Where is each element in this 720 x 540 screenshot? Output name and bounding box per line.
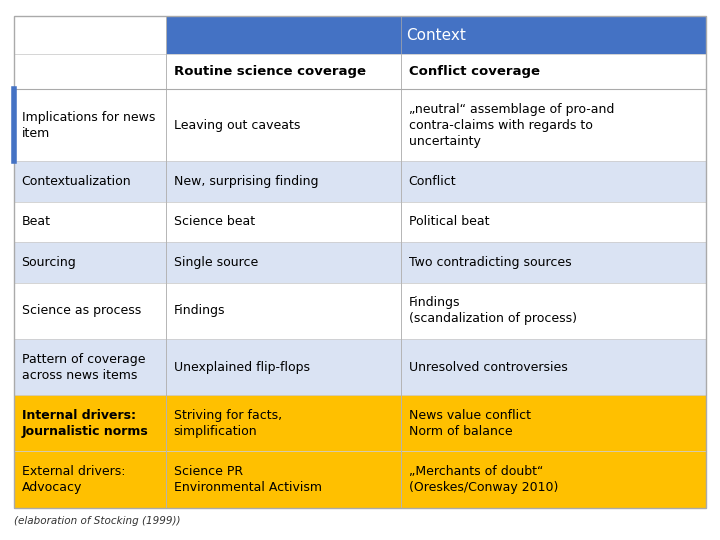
FancyBboxPatch shape	[166, 451, 402, 508]
Text: Context: Context	[406, 28, 466, 43]
Text: Two contradicting sources: Two contradicting sources	[409, 256, 571, 269]
FancyBboxPatch shape	[14, 16, 166, 54]
Text: Findings: Findings	[174, 305, 225, 318]
Text: Findings
(scandalization of process): Findings (scandalization of process)	[409, 296, 577, 325]
FancyBboxPatch shape	[166, 395, 402, 451]
Text: Leaving out caveats: Leaving out caveats	[174, 118, 300, 132]
FancyBboxPatch shape	[14, 201, 166, 242]
FancyBboxPatch shape	[402, 89, 706, 161]
FancyBboxPatch shape	[402, 339, 706, 395]
FancyBboxPatch shape	[14, 242, 166, 283]
FancyBboxPatch shape	[166, 242, 402, 283]
Text: Striving for facts,
simplification: Striving for facts, simplification	[174, 409, 282, 438]
FancyBboxPatch shape	[14, 89, 166, 161]
Text: News value conflict
Norm of balance: News value conflict Norm of balance	[409, 409, 531, 438]
Text: „neutral“ assemblage of pro-and
contra-claims with regards to
uncertainty: „neutral“ assemblage of pro-and contra-c…	[409, 103, 614, 147]
FancyBboxPatch shape	[166, 16, 706, 54]
FancyBboxPatch shape	[166, 339, 402, 395]
FancyBboxPatch shape	[14, 339, 166, 395]
FancyBboxPatch shape	[14, 161, 166, 201]
Text: Conflict coverage: Conflict coverage	[409, 65, 540, 78]
FancyBboxPatch shape	[166, 54, 402, 89]
FancyBboxPatch shape	[402, 283, 706, 339]
Text: New, surprising finding: New, surprising finding	[174, 175, 318, 188]
FancyBboxPatch shape	[402, 201, 706, 242]
FancyBboxPatch shape	[166, 283, 402, 339]
FancyBboxPatch shape	[402, 54, 706, 89]
Text: Unexplained flip-flops: Unexplained flip-flops	[174, 361, 310, 374]
Text: Single source: Single source	[174, 256, 258, 269]
Text: Implications for news
item: Implications for news item	[22, 111, 155, 139]
FancyBboxPatch shape	[402, 395, 706, 451]
FancyBboxPatch shape	[402, 451, 706, 508]
Text: Sourcing: Sourcing	[22, 256, 76, 269]
Text: Contextualization: Contextualization	[22, 175, 131, 188]
Text: Beat: Beat	[22, 215, 50, 228]
FancyBboxPatch shape	[14, 451, 166, 508]
Text: Political beat: Political beat	[409, 215, 489, 228]
Text: Internal drivers:
Journalistic norms: Internal drivers: Journalistic norms	[22, 409, 148, 438]
FancyBboxPatch shape	[166, 201, 402, 242]
Text: External drivers:
Advocacy: External drivers: Advocacy	[22, 465, 125, 494]
FancyBboxPatch shape	[402, 161, 706, 201]
Text: Pattern of coverage
across news items: Pattern of coverage across news items	[22, 353, 145, 382]
FancyBboxPatch shape	[166, 89, 402, 161]
Text: Conflict: Conflict	[409, 175, 456, 188]
Text: Unresolved controversies: Unresolved controversies	[409, 361, 567, 374]
Text: Routine science coverage: Routine science coverage	[174, 65, 366, 78]
Text: „Merchants of doubt“
(Oreskes/Conway 2010): „Merchants of doubt“ (Oreskes/Conway 201…	[409, 465, 558, 494]
FancyBboxPatch shape	[166, 161, 402, 201]
FancyBboxPatch shape	[14, 395, 166, 451]
FancyBboxPatch shape	[14, 283, 166, 339]
Text: (elaboration of Stocking (1999)): (elaboration of Stocking (1999))	[14, 516, 181, 526]
Text: Science beat: Science beat	[174, 215, 255, 228]
Text: Science PR
Environmental Activism: Science PR Environmental Activism	[174, 465, 322, 494]
FancyBboxPatch shape	[402, 242, 706, 283]
Text: Science as process: Science as process	[22, 305, 141, 318]
FancyBboxPatch shape	[14, 54, 166, 89]
